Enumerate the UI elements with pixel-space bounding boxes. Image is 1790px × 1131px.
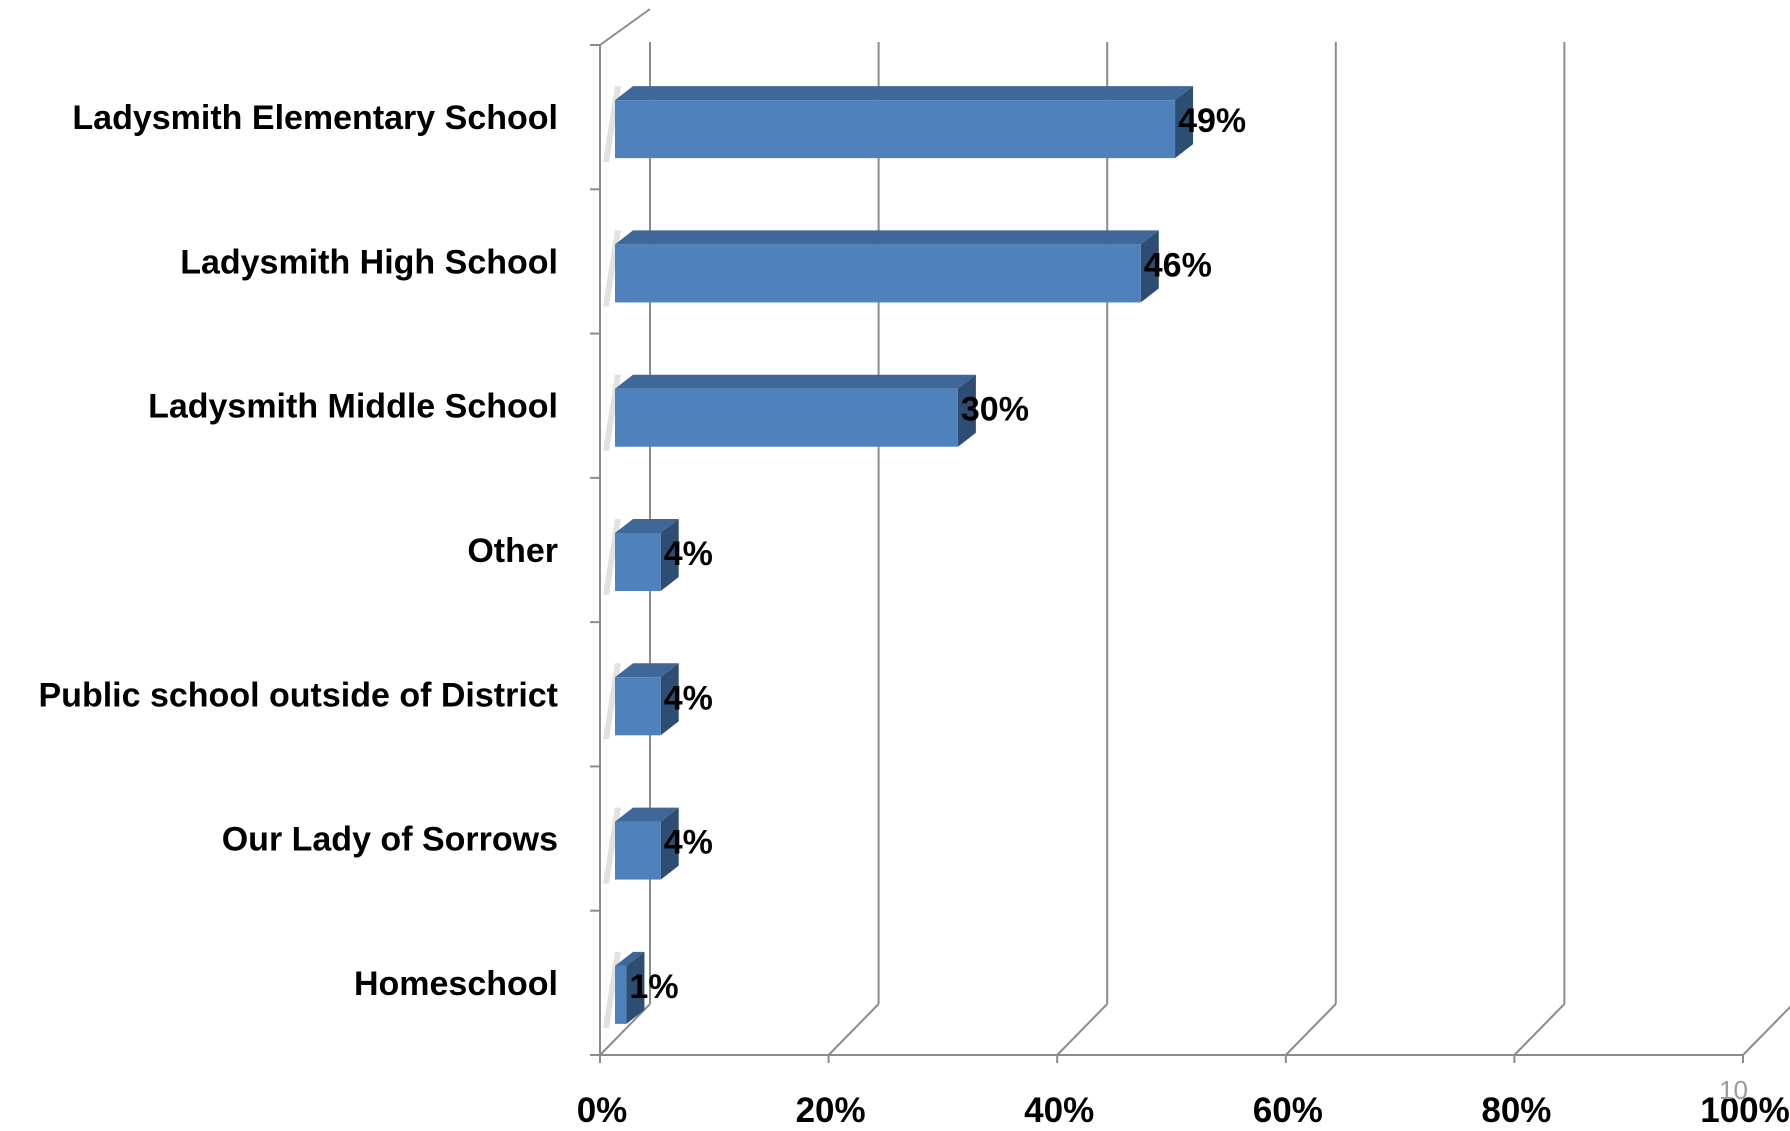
bars-layer (615, 86, 1194, 1024)
bar (615, 677, 661, 736)
category-label: Ladysmith Elementary School (72, 99, 558, 137)
bar-top (615, 230, 1159, 245)
floor-gridline-80 (1513, 1003, 1566, 1056)
data-label: 46% (1144, 246, 1212, 284)
floor-gridline-100 (1742, 1005, 1790, 1056)
x-tick-label: 100% (1700, 1091, 1790, 1130)
x-tick-label: 0% (577, 1091, 628, 1130)
bar-top (615, 374, 976, 389)
labels-layer: 0% 20% 40% 60% 80% 100% Ladysmith Elementary S… (39, 99, 1790, 1130)
floor-gridline-60 (1285, 1003, 1337, 1056)
bar (615, 100, 1176, 159)
category-label: Our Lady of Sorrows (222, 821, 558, 859)
bar (615, 533, 661, 591)
data-label: 4% (664, 824, 713, 862)
category-label: Ladysmith Middle School (148, 388, 558, 426)
bar-side (1175, 86, 1194, 159)
category-label: Ladysmith High School (180, 243, 558, 281)
bar (615, 244, 1141, 303)
floor-gridline-20 (827, 1003, 880, 1056)
bar-side (626, 951, 645, 1024)
bar-side (660, 663, 679, 736)
x-tick-label: 40% (1024, 1091, 1094, 1130)
bar (615, 821, 661, 880)
y-axis-top-line (599, 8, 651, 46)
bar-side (1140, 230, 1159, 303)
data-label: 49% (1178, 102, 1246, 140)
x-tick-label: 80% (1481, 1091, 1551, 1130)
data-label: 4% (664, 535, 713, 573)
bar-top (615, 663, 679, 678)
data-label: 1% (629, 968, 678, 1006)
bar-side (957, 374, 976, 447)
category-label: Homeschool (354, 965, 558, 1003)
floor-gridline-40 (1056, 1003, 1108, 1056)
bar-side (660, 519, 679, 591)
x-tick-label: 20% (796, 1091, 866, 1130)
bar-top (615, 86, 1194, 101)
floor-gridline-0 (599, 1003, 651, 1056)
data-label: 30% (961, 391, 1029, 429)
x-tick-label: 60% (1253, 1091, 1323, 1130)
category-label: Public school outside of District (39, 676, 559, 714)
bar-top (615, 807, 679, 822)
page-number: 10 (1719, 1075, 1748, 1105)
bar-side (660, 807, 679, 880)
bar-top (615, 519, 679, 533)
bar (615, 388, 958, 447)
bar-top (615, 951, 645, 966)
bar (615, 965, 627, 1024)
grid-layer (590, 8, 1790, 1063)
data-label: 4% (664, 679, 713, 717)
category-label: Other (467, 532, 558, 570)
